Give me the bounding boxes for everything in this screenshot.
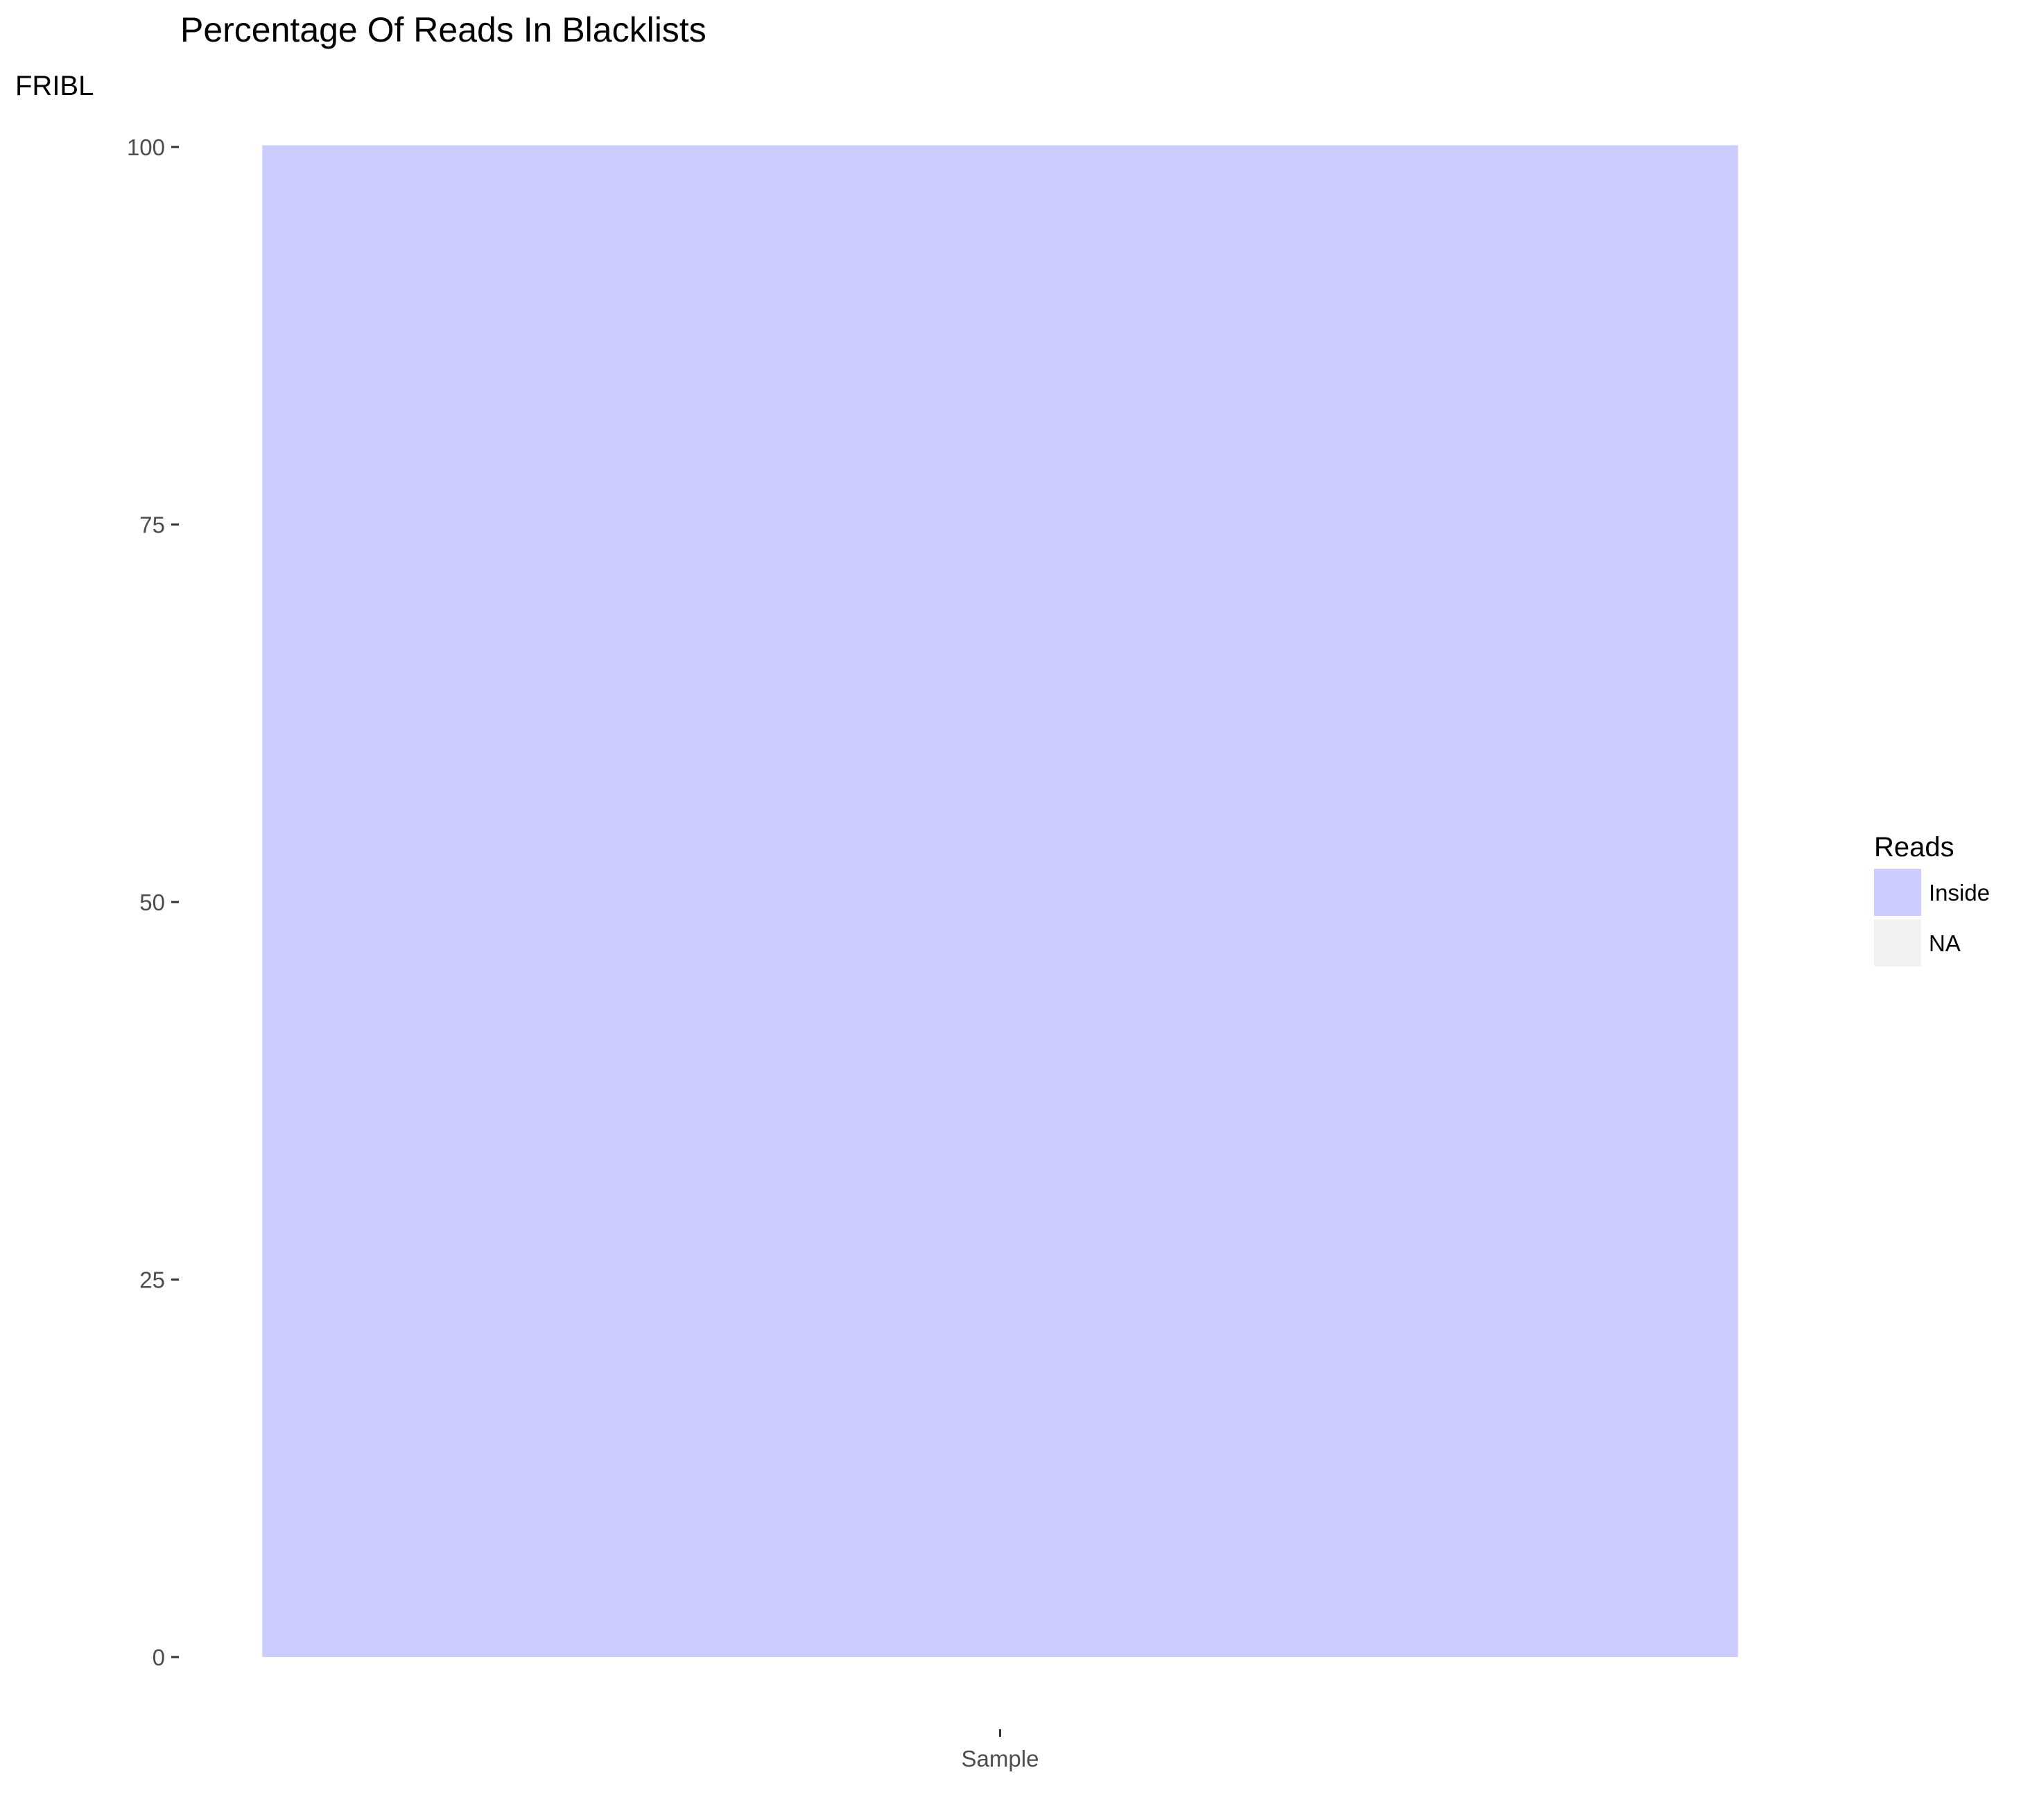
x-tick-label: Sample — [962, 1746, 1039, 1771]
y-tick-label: 100 — [127, 135, 165, 160]
y-tick-label: 0 — [153, 1645, 165, 1670]
plot-area — [262, 145, 1738, 1657]
y-axis-label: FRIBL — [15, 71, 94, 101]
axes: Sample 0 25 50 75 100 — [127, 135, 1039, 1771]
legend-label-na: NA — [1929, 930, 1961, 956]
legend-key-inside — [1874, 869, 1921, 916]
y-tick-label: 50 — [139, 890, 165, 915]
legend-label-inside: Inside — [1929, 880, 1990, 905]
y-tick-label: 75 — [139, 512, 165, 538]
y-tick-label: 25 — [139, 1267, 165, 1293]
chart-title: Percentage Of Reads In Blacklists — [180, 10, 706, 49]
bar-inside-sample — [262, 147, 1738, 1657]
legend-key-na — [1874, 919, 1921, 967]
legend-title: Reads — [1874, 832, 1954, 863]
legend: Reads Inside NA — [1874, 832, 1990, 967]
